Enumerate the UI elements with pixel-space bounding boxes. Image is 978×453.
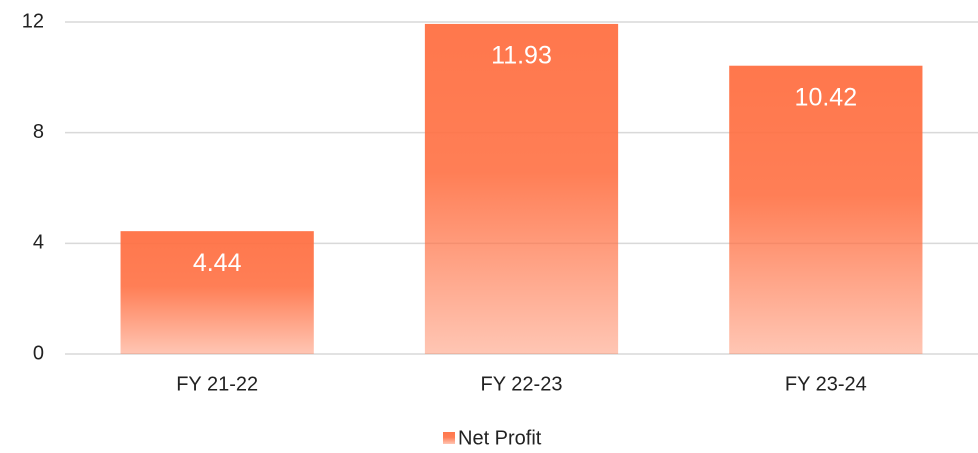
value-label: 4.44 bbox=[193, 249, 242, 277]
value-label: 10.42 bbox=[795, 83, 858, 111]
x-tick-label: FY 22-23 bbox=[481, 373, 563, 395]
value-label: 11.93 bbox=[491, 42, 552, 70]
bar bbox=[729, 65, 923, 355]
legend-label: Net Profit bbox=[458, 427, 542, 449]
y-tick-label: 4 bbox=[33, 232, 44, 254]
y-tick-label: 12 bbox=[22, 10, 44, 32]
x-tick-label: FY 23-24 bbox=[785, 373, 867, 395]
legend-swatch bbox=[443, 432, 455, 444]
y-tick-label: 8 bbox=[33, 121, 44, 143]
x-tick-label: FY 21-22 bbox=[176, 373, 258, 395]
bar bbox=[424, 23, 619, 354]
y-tick-label: 0 bbox=[33, 342, 44, 364]
bar bbox=[120, 231, 314, 354]
